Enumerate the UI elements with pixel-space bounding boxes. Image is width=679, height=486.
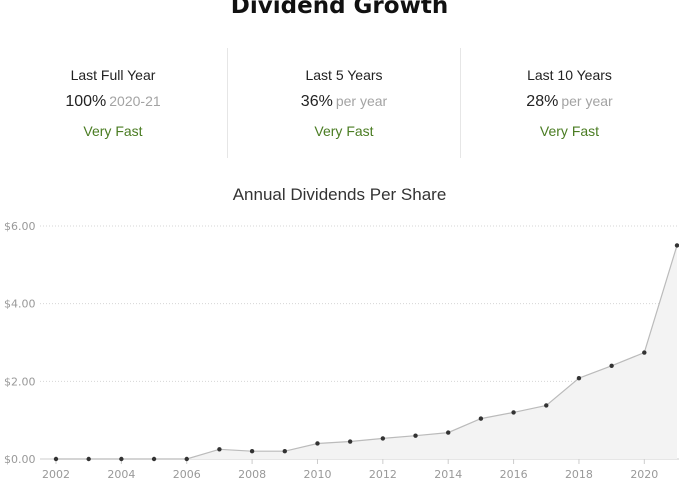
stat-speed-rating: Very Fast bbox=[539, 123, 600, 139]
data-point bbox=[119, 456, 124, 462]
data-point bbox=[380, 436, 386, 441]
stat-value: 100% bbox=[65, 93, 107, 110]
stat-value-row: 100% 2020-21 bbox=[0, 93, 226, 111]
stat-last-full-year: Last Full Year 100% 2020-21 Very Fast bbox=[0, 48, 226, 158]
data-point bbox=[151, 456, 157, 462]
stat-label: Last 10 Years bbox=[527, 67, 612, 83]
y-tick-label: $6.00 bbox=[4, 220, 36, 233]
data-point bbox=[544, 403, 549, 408]
x-tick-label: 2014 bbox=[434, 468, 462, 481]
x-tick-label: 2018 bbox=[565, 468, 593, 481]
y-tick-label: $4.00 bbox=[4, 298, 36, 311]
data-point bbox=[315, 441, 320, 446]
stat-label: Last 5 Years bbox=[305, 67, 383, 83]
data-point bbox=[446, 430, 451, 435]
chart-title: Annual Dividends Per Share bbox=[232, 185, 447, 204]
stat-value: 28% bbox=[526, 93, 559, 110]
stat-note: per year bbox=[561, 93, 613, 109]
stat-speed-rating: Very Fast bbox=[314, 123, 374, 139]
x-tick-label: 2006 bbox=[173, 468, 201, 481]
stat-value-row: 28% per year bbox=[460, 93, 679, 111]
y-tick-label: $2.00 bbox=[4, 375, 36, 388]
x-tick-label: 2010 bbox=[303, 468, 331, 481]
stat-label: Last Full Year bbox=[70, 67, 156, 83]
x-tick-label: 2004 bbox=[107, 468, 135, 481]
data-point bbox=[642, 350, 647, 355]
section-title: Dividend Growth bbox=[230, 0, 449, 19]
data-point bbox=[249, 449, 255, 454]
data-point bbox=[674, 243, 679, 248]
series-line bbox=[56, 245, 678, 460]
stat-speed-rating: Very Fast bbox=[83, 123, 143, 139]
data-point bbox=[184, 456, 189, 462]
data-point bbox=[478, 416, 484, 421]
data-point bbox=[511, 410, 516, 415]
data-point bbox=[413, 433, 418, 438]
x-tick-label: 2020 bbox=[630, 468, 658, 481]
x-tick-label: 2016 bbox=[500, 468, 528, 481]
data-point bbox=[282, 449, 287, 454]
data-point bbox=[53, 456, 59, 462]
stat-value: 36% bbox=[300, 93, 333, 110]
data-point bbox=[576, 376, 582, 381]
stat-value-row: 36% per year bbox=[228, 93, 460, 111]
data-point bbox=[217, 447, 222, 452]
series-area-fill bbox=[56, 245, 677, 459]
stat-note: 2020-21 bbox=[109, 93, 161, 109]
stat-last-10-years: Last 10 Years 28% per year Very Fast bbox=[460, 48, 679, 158]
stat-note: per year bbox=[335, 93, 388, 109]
data-point bbox=[609, 363, 614, 368]
dividend-growth-stats: Last Full Year 100% 2020-21 Very Fast Las… bbox=[0, 48, 679, 158]
data-point bbox=[347, 439, 353, 444]
y-tick-label: $0.00 bbox=[4, 453, 36, 466]
x-tick-label: 2012 bbox=[369, 468, 397, 481]
x-tick-label: 2002 bbox=[42, 468, 70, 481]
x-tick-label: 2008 bbox=[238, 468, 266, 481]
data-point bbox=[86, 456, 91, 462]
stat-last-5-years: Last 5 Years 36% per year Very Fast bbox=[227, 48, 461, 158]
